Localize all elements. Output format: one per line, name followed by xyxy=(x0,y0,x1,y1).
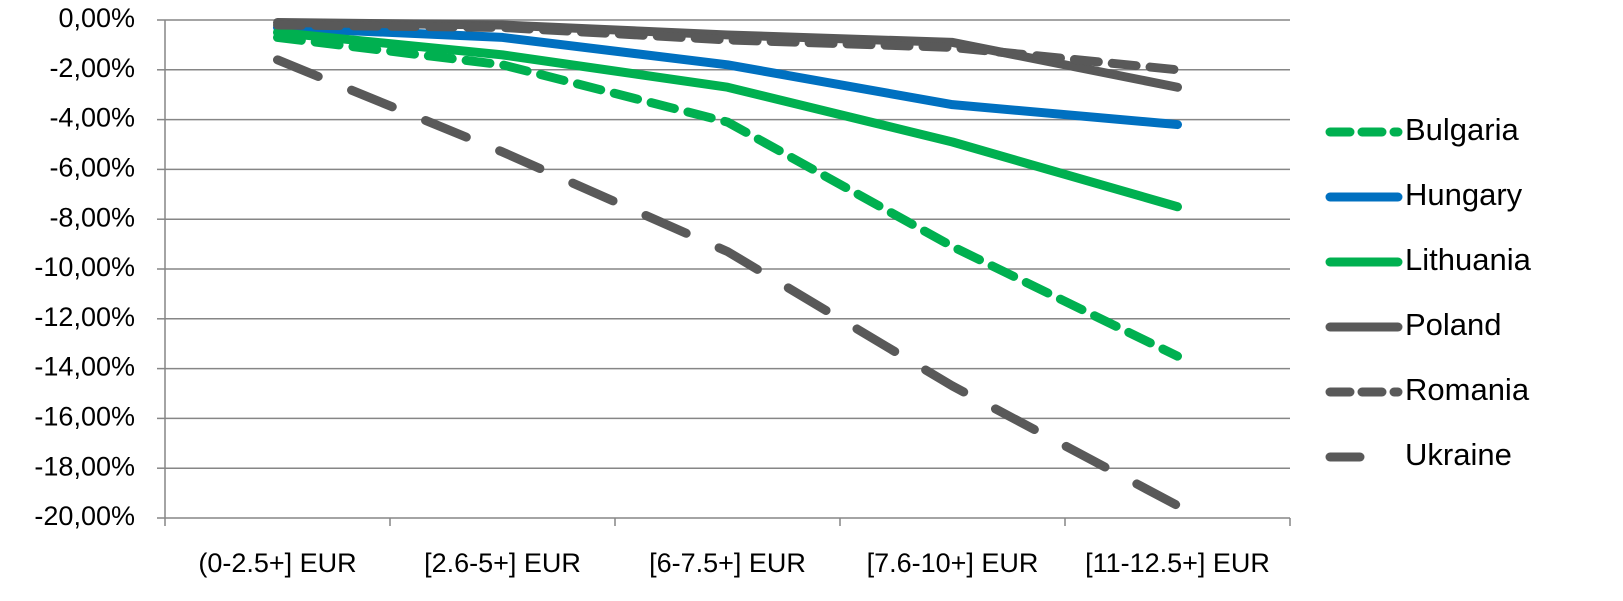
x-tick-label: [2.6-5+] EUR xyxy=(424,548,581,578)
x-tick-label: [11-12.5+] EUR xyxy=(1085,548,1270,578)
y-tick-label: -12,00% xyxy=(34,302,135,332)
series-lines xyxy=(273,17,1182,511)
y-tick-label: -8,00% xyxy=(49,202,135,232)
legend-label-hungary: Hungary xyxy=(1405,177,1523,212)
y-tick-label: 0,00% xyxy=(58,3,135,33)
series-line-romania xyxy=(273,20,1182,75)
x-axis: (0-2.5+] EUR [2.6-5+] EUR [6-7.5+] EUR [7.6… xyxy=(164,518,1291,578)
gridlines xyxy=(165,19,1290,519)
legend-label-bulgaria: Bulgaria xyxy=(1405,112,1519,147)
y-axis: 0,00% -2,00% -4,00% -6,00% -8,00% -10,00% -12,… xyxy=(34,3,166,531)
x-tick-label: (0-2.5+] EUR xyxy=(198,548,356,578)
y-tick-label: -20,00% xyxy=(34,501,135,531)
legend-label-romania: Romania xyxy=(1405,372,1530,407)
x-tick-label: [7.6-10+] EUR xyxy=(867,548,1039,578)
legend: Bulgaria Hungary Lithuania Poland Romania Ukr… xyxy=(1325,112,1532,472)
x-tick-label: [6-7.5+] EUR xyxy=(649,548,806,578)
legend-label-ukraine: Ukraine xyxy=(1405,437,1512,472)
y-tick-label: -6,00% xyxy=(49,153,135,183)
y-tick-label: -18,00% xyxy=(34,451,135,481)
y-tick-label: -2,00% xyxy=(49,53,135,83)
y-tick-label: -14,00% xyxy=(34,352,135,382)
y-tick-label: -4,00% xyxy=(49,103,135,133)
y-tick-label: -16,00% xyxy=(34,402,135,432)
legend-label-poland: Poland xyxy=(1405,307,1502,342)
legend-label-lithuania: Lithuania xyxy=(1405,242,1532,277)
y-tick-label: -10,00% xyxy=(34,252,135,282)
series-line-bulgaria xyxy=(273,32,1182,361)
series-line-lithuania xyxy=(273,27,1182,212)
series-line-ukraine xyxy=(273,55,1182,511)
series-line-hungary xyxy=(273,22,1182,130)
